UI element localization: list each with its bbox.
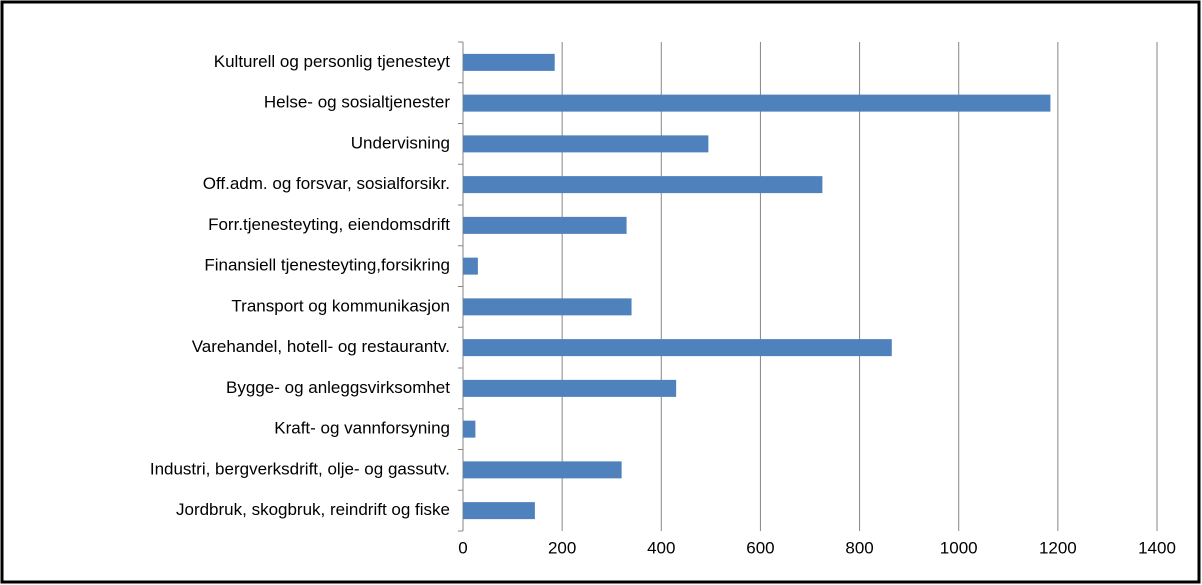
bar [463,461,622,479]
bar [463,94,1051,112]
y-tick-label: Forr.tjenesteyting, eiendomsdrift [208,215,450,234]
x-tick-label: 200 [548,538,576,557]
bar [463,135,709,153]
bar [463,502,535,520]
x-tick-label: 1400 [1138,538,1176,557]
bar [463,176,823,194]
bar [463,216,627,234]
y-tick-label: Varehandel, hotell- og restaurantv. [192,337,450,356]
x-tick-label: 600 [746,538,774,557]
y-tick-label: Industri, bergverksdrift, olje- og gassu… [150,459,450,478]
x-tick-label: 1000 [940,538,978,557]
bar [463,420,476,438]
y-tick-label: Kulturell og personlig tjenesteyt [214,52,451,71]
y-tick-label: Off.adm. og forsvar, sosialforsikr. [203,174,450,193]
y-tick-label: Helse- og sosialtjenester [264,93,450,112]
y-tick-label: Bygge- og anleggsvirksomhet [226,378,450,397]
bar [463,339,892,357]
y-tick-label: Undervisning [351,133,450,152]
bar [463,379,677,397]
y-tick-label: Finansiell tjenesteyting,forsikring [204,256,450,275]
bar [463,257,478,275]
x-tick-label: 0 [458,538,467,557]
y-tick-label: Jordbruk, skogbruk, reindrift og fiske [176,500,450,519]
x-tick-label: 400 [647,538,675,557]
x-tick-label: 1200 [1039,538,1077,557]
bar [463,298,632,316]
y-tick-label: Transport og kommunikasjon [231,296,450,315]
bar [463,53,555,71]
x-tick-label: 800 [845,538,873,557]
y-tick-label: Kraft- og vannforsyning [274,419,450,438]
